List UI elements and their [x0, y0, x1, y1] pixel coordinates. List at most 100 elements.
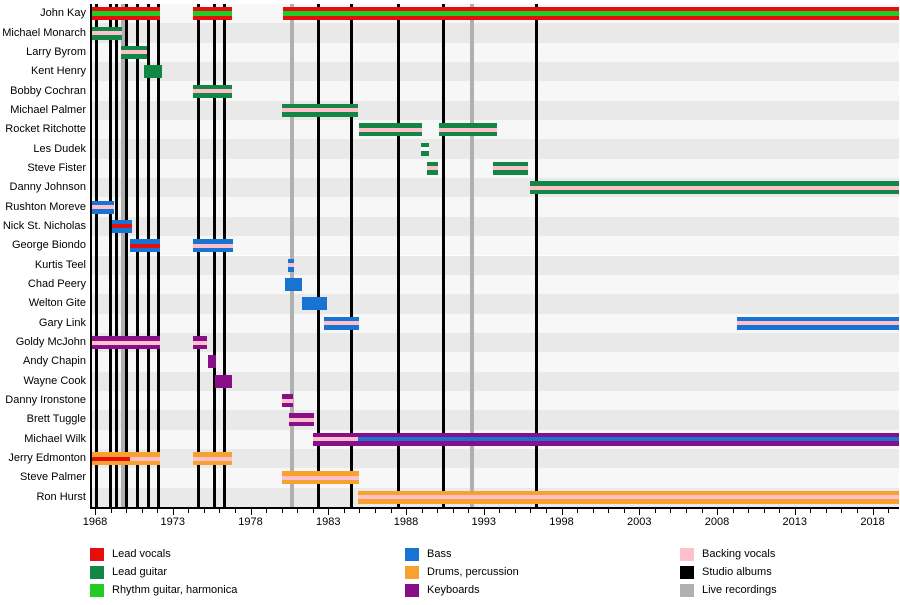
bar-stripe-bass	[357, 437, 899, 442]
major-tick	[328, 509, 330, 515]
studio-album-line	[223, 4, 227, 507]
major-tick	[794, 509, 796, 515]
studio-album-line	[95, 4, 99, 507]
major-tick	[872, 509, 874, 515]
row-band	[91, 42, 899, 63]
studio-album-line	[350, 4, 354, 507]
bar-stripe-backing_vocals	[359, 127, 422, 132]
live-recording-line	[121, 4, 126, 507]
legend-label-bass: Bass	[427, 548, 452, 560]
minor-tick	[608, 509, 610, 513]
legend-label-backing_vocals: Backing vocals	[702, 548, 776, 560]
minor-tick	[219, 509, 221, 513]
live-recording-line	[289, 4, 294, 507]
studio-album-line	[115, 4, 119, 507]
minor-tick	[825, 509, 827, 513]
member-label: George Biondo	[12, 239, 86, 252]
major-tick	[717, 509, 719, 515]
bar-stripe-backing_vocals	[281, 398, 293, 403]
minor-tick	[141, 509, 143, 513]
member-label: Michael Monarch	[2, 26, 86, 39]
row-band	[91, 410, 899, 430]
minor-tick	[234, 509, 236, 513]
legend-label-keyboards: Keyboards	[427, 584, 480, 596]
bar-stripe-backing_vocals	[323, 321, 360, 326]
row-band	[91, 294, 899, 314]
legend-swatch-live_recordings	[680, 584, 694, 597]
year-tick-label: 1968	[82, 516, 108, 528]
year-tick-label: 1988	[393, 516, 419, 528]
member-bar	[207, 355, 216, 369]
year-tick-label: 1993	[471, 516, 497, 528]
member-label: Chad Peery	[27, 278, 86, 291]
legend-label-rhythm_guitar_harmonica: Rhythm guitar, harmonica	[112, 584, 238, 596]
minor-tick	[748, 509, 750, 513]
minor-tick	[374, 509, 376, 513]
minor-tick	[468, 509, 470, 513]
year-tick-label: 2008	[704, 516, 730, 528]
legend-swatch-rhythm_guitar_harmonica	[90, 584, 104, 597]
year-tick-label: 2013	[782, 516, 808, 528]
minor-tick	[779, 509, 781, 513]
legend-label-studio_albums: Studio albums	[702, 566, 772, 578]
member-label: Andy Chapin	[23, 355, 86, 368]
member-label: Bobby Cochran	[10, 84, 86, 97]
bar-stripe-backing_vocals	[130, 456, 161, 461]
member-bar	[144, 65, 162, 79]
legend-swatch-bass	[405, 548, 419, 561]
row-band	[91, 23, 899, 43]
minor-tick	[841, 509, 843, 513]
studio-album-line	[125, 4, 129, 507]
studio-album-line	[147, 4, 151, 507]
minor-tick	[732, 509, 734, 513]
member-label: Steve Palmer	[19, 471, 86, 484]
row-band	[91, 216, 899, 237]
member-label: Rushton Moreve	[5, 200, 86, 213]
studio-album-line	[396, 4, 400, 507]
minor-tick	[281, 509, 283, 513]
row-band	[91, 197, 899, 217]
member-label: Gary Link	[38, 316, 86, 329]
bar-stripe-backing_vocals	[193, 89, 232, 94]
bar-stripe-backing_vocals	[438, 127, 498, 132]
bar-stripe-white_gap	[420, 147, 430, 152]
minor-tick	[390, 509, 392, 513]
minor-tick	[499, 509, 501, 513]
row-band	[91, 139, 899, 159]
x-axis-border	[90, 507, 899, 509]
member-label: Kurtis Teel	[34, 258, 86, 271]
minor-tick	[188, 509, 190, 513]
legend-label-lead_vocals: Lead vocals	[112, 548, 171, 560]
studio-album-line	[196, 4, 200, 507]
row-band	[91, 255, 899, 275]
studio-album-line	[156, 4, 160, 507]
bar-stripe-backing_vocals	[493, 166, 529, 171]
bar-stripe-backing_vocals	[193, 340, 207, 345]
minor-tick	[343, 509, 345, 513]
year-tick-label: 1978	[238, 516, 263, 528]
minor-tick	[297, 509, 299, 513]
member-label: Danny Ironstone	[5, 394, 86, 407]
member-label: Ron Hurst	[36, 490, 86, 503]
member-label: Wayne Cook	[23, 374, 86, 387]
bar-stripe-lead_vocals	[91, 456, 131, 461]
row-band	[91, 390, 899, 411]
minor-tick	[110, 509, 112, 513]
row-band	[91, 468, 899, 488]
minor-tick	[763, 509, 765, 513]
member-label: Jerry Edmonton	[8, 452, 86, 465]
bar-stripe-rhythm_guitar_harmonica	[193, 11, 232, 17]
row-band	[91, 332, 899, 353]
member-label: Goldy McJohn	[15, 336, 86, 349]
year-tick-label: 2018	[860, 516, 885, 528]
minor-tick	[857, 509, 858, 513]
year-tick-label: 2003	[627, 516, 652, 528]
year-tick-label: 1973	[160, 516, 186, 528]
member-label: Brett Tuggle	[26, 413, 86, 426]
minor-tick	[437, 509, 439, 513]
bar-stripe-backing_vocals	[91, 205, 114, 210]
bar-stripe-backing_vocals	[281, 108, 358, 113]
studio-album-line	[109, 4, 113, 507]
major-tick	[406, 509, 408, 515]
minor-tick	[685, 509, 687, 513]
